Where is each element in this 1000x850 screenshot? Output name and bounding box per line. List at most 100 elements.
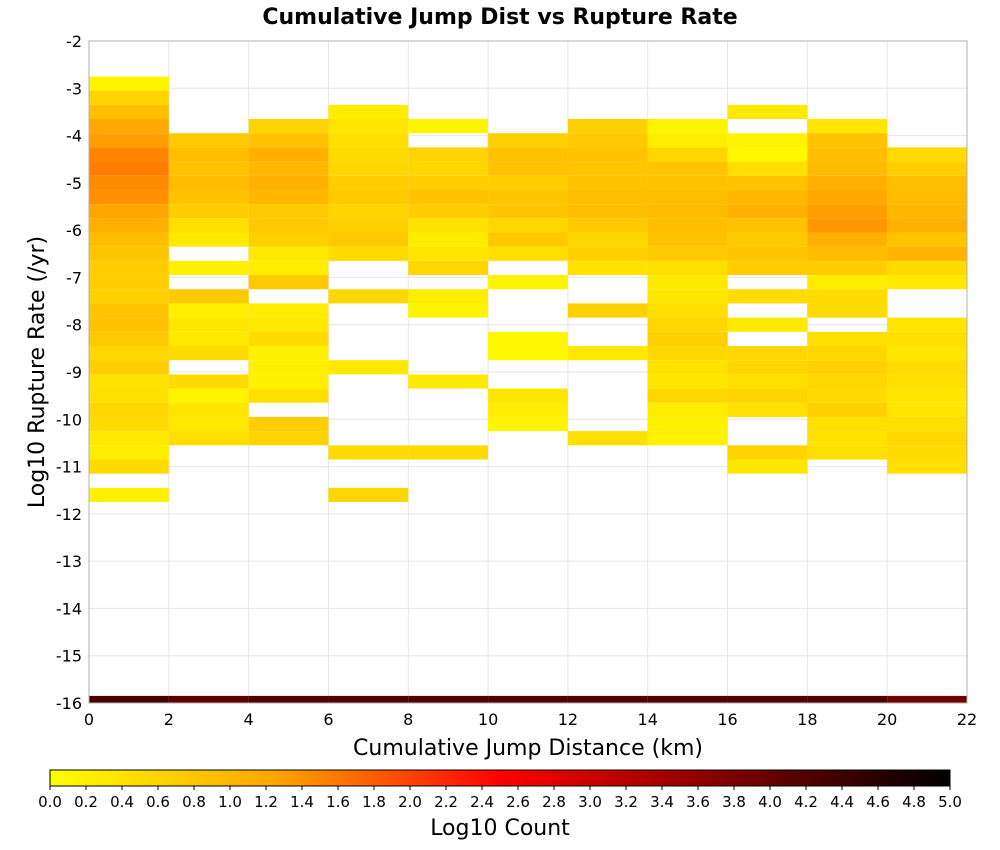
heatmap-cell (727, 175, 808, 190)
y-tick-label: -10 (56, 410, 82, 429)
y-tick-label: -4 (66, 127, 82, 146)
heatmap-cell (168, 260, 249, 276)
heatmap-cell (647, 416, 728, 432)
heatmap-cell (248, 260, 329, 276)
heatmap-cell (887, 431, 967, 446)
heatmap-cell (408, 374, 489, 389)
heatmap-cell (807, 303, 888, 318)
heatmap-cells (89, 76, 967, 703)
heatmap-cell (408, 695, 489, 703)
colorbar (49, 769, 951, 787)
heatmap-cell (408, 289, 489, 304)
y-tick-label: -7 (66, 268, 82, 287)
colorbar-tick-label: 3.8 (722, 793, 746, 811)
heatmap-cell (647, 147, 728, 162)
heatmap-cell (168, 317, 249, 332)
heatmap-cell (567, 260, 648, 276)
heatmap-cell (168, 161, 249, 176)
y-tick-label: -5 (66, 174, 82, 193)
heatmap-cell (89, 147, 169, 162)
x-axis-ticks: 0 2 4 6 8 10 12 14 16 18 20 22 (84, 710, 977, 729)
heatmap-cell (727, 189, 808, 205)
heatmap-cell (168, 388, 249, 403)
heatmap-cell (807, 402, 888, 417)
heatmap-cell (248, 218, 329, 233)
colorbar-tick-label: 2.0 (398, 793, 422, 811)
heatmap-cell (567, 695, 648, 703)
heatmap-cell (248, 246, 329, 261)
heatmap-cell (168, 175, 249, 190)
heatmap-cell (887, 232, 967, 247)
y-tick-label: -2 (66, 32, 82, 51)
heatmap-cell (567, 175, 648, 190)
heatmap-cell (647, 175, 728, 190)
heatmap-cell (89, 161, 169, 176)
colorbar-tick-label: 1.4 (290, 793, 314, 811)
heatmap-cell (89, 104, 169, 120)
y-tick-label: -16 (56, 694, 82, 713)
heatmap-cell (647, 289, 728, 304)
heatmap-cell (328, 360, 409, 375)
heatmap-cell (89, 459, 169, 474)
heatmap-cell (727, 402, 808, 417)
colorbar-tick-label: 0.8 (182, 793, 206, 811)
heatmap-cell (887, 204, 967, 219)
x-tick-label: 12 (558, 710, 578, 729)
heatmap-cell (807, 204, 888, 219)
heatmap-cell (488, 695, 568, 703)
heatmap-cell (887, 445, 967, 460)
chart-title: Cumulative Jump Dist vs Rupture Rate (262, 5, 737, 30)
heatmap-cell (488, 161, 568, 176)
heatmap-cell (727, 147, 808, 162)
heatmap-cell (647, 695, 728, 703)
heatmap-cell (89, 331, 169, 346)
heatmap-cell (807, 431, 888, 446)
heatmap-cell (647, 345, 728, 361)
heatmap-cell (887, 360, 967, 375)
heatmap-cell (408, 218, 489, 233)
heatmap-cell (488, 147, 568, 162)
x-tick-label: 16 (717, 710, 737, 729)
heatmap-cell (488, 345, 568, 361)
heatmap-cell (89, 90, 169, 105)
heatmap-cell (168, 204, 249, 219)
heatmap-cell (807, 374, 888, 389)
heatmap-cell (408, 189, 489, 205)
colorbar-tick-label: 4.6 (866, 793, 890, 811)
heatmap-cell (168, 416, 249, 432)
heatmap-cell (248, 416, 329, 432)
heatmap-cell (328, 161, 409, 176)
heatmap-cell (647, 204, 728, 219)
heatmap-cell (408, 445, 489, 460)
heatmap-cell (567, 119, 648, 134)
heatmap-cell (168, 402, 249, 417)
heatmap-cell (727, 133, 808, 148)
heatmap-cell (488, 218, 568, 233)
y-tick-label: -3 (66, 79, 82, 98)
x-tick-label: 4 (244, 710, 254, 729)
colorbar-tick-label: 4.4 (830, 793, 854, 811)
colorbar-tick-label: 2.2 (434, 793, 458, 811)
heatmap-cell (567, 303, 648, 318)
heatmap-cell (647, 232, 728, 247)
colorbar-tick-label: 0.6 (146, 793, 170, 811)
heatmap-cell (168, 147, 249, 162)
heatmap-cell (807, 260, 888, 276)
heatmap-cell (727, 459, 808, 474)
heatmap-cell (248, 175, 329, 190)
heatmap-cell (887, 275, 967, 290)
heatmap-cell (807, 275, 888, 290)
heatmap-cell (807, 695, 888, 703)
heatmap-cell (248, 189, 329, 205)
colorbar-tick-label: 1.0 (218, 793, 242, 811)
heatmap-cell (328, 133, 409, 148)
heatmap-cell (727, 218, 808, 233)
heatmap-cell (647, 303, 728, 318)
y-tick-label: -14 (56, 599, 82, 618)
heatmap-cell (727, 317, 808, 332)
heatmap-cell (248, 695, 329, 703)
heatmap-cell (488, 133, 568, 148)
colorbar-tick-label: 2.6 (506, 793, 530, 811)
heatmap-cell (567, 232, 648, 247)
heatmap-cell (89, 360, 169, 375)
